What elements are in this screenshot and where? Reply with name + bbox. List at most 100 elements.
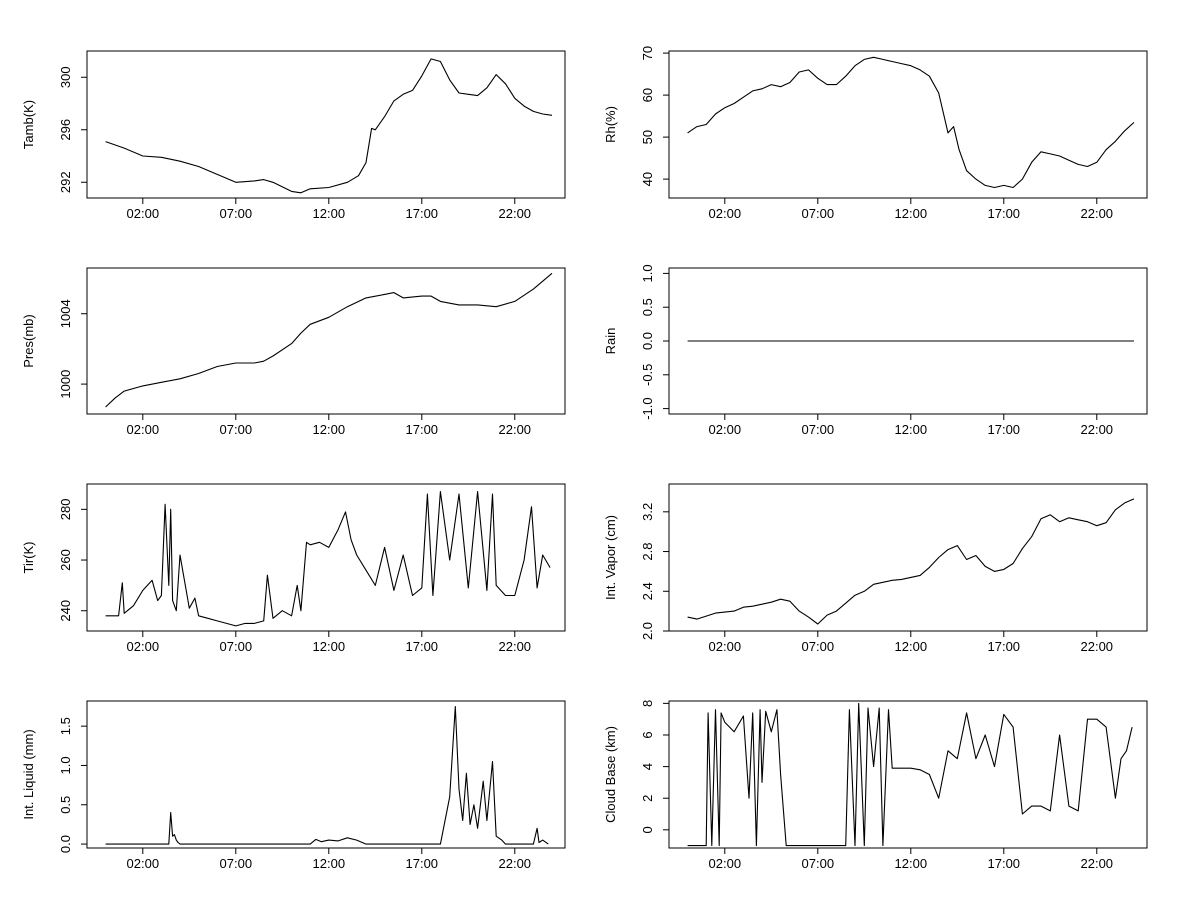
panel-rain: 02:00 07:00 12:00 17:00 22:00 -1.0 -0.5 0.0 0.5 1…: [603, 264, 1148, 437]
x-tick-label: 12:00: [313, 639, 346, 654]
y-tick-label: 8: [640, 700, 655, 707]
x-tick-label: 02:00: [709, 422, 742, 437]
panel-tir: 02:00 07:00 12:00 17:00 22:00 240 260 280 Tir(K): [21, 483, 566, 654]
x-tick-label: 17:00: [406, 422, 439, 437]
y-tick-label: 0: [640, 826, 655, 833]
y-tick-label: 0.5: [640, 298, 655, 316]
x-tick-label: 17:00: [406, 206, 439, 221]
x-tick-label: 12:00: [895, 206, 928, 221]
series-line: [687, 498, 1135, 625]
x-tick-label: 07:00: [220, 422, 253, 437]
plot-frame: [668, 483, 1148, 632]
x-tick-label: 12:00: [313, 206, 346, 221]
x-tick-label: 22:00: [499, 206, 532, 221]
x-tick-label: 22:00: [1081, 856, 1114, 871]
y-tick-label: 1.0: [58, 756, 73, 774]
y-tick-label: 1004: [58, 299, 73, 328]
y-tick-label: 6: [640, 731, 655, 738]
x-tick-label: 12:00: [313, 422, 346, 437]
x-tick-label: 02:00: [709, 206, 742, 221]
x-tick-label: 12:00: [313, 856, 346, 871]
panel-tamb: 02:00 07:00 12:00 17:00 22:00 292 296 300 Tamb(K…: [21, 50, 566, 221]
y-tick-label: -1.0: [640, 397, 655, 419]
series-line: [105, 491, 551, 627]
x-tick-label: 07:00: [802, 639, 835, 654]
panel-int-liquid: 02:00 07:00 12:00 17:00 22:00 0.0 0.5 1.0 1.5 Int…: [21, 700, 566, 871]
x-tick-label: 12:00: [895, 856, 928, 871]
x-tick-label: 02:00: [709, 856, 742, 871]
x-tick-label: 12:00: [895, 422, 928, 437]
y-tick-label: 300: [58, 66, 73, 88]
x-tick-label: 07:00: [802, 856, 835, 871]
panel-cloud-base: 02:00 07:00 12:00 17:00 22:00 0 2 4 6 8 Cloud Base…: [603, 700, 1148, 871]
x-tick-label: 12:00: [895, 639, 928, 654]
x-tick-label: 07:00: [220, 206, 253, 221]
x-tick-label: 17:00: [988, 422, 1021, 437]
y-tick-label: 2.8: [640, 543, 655, 561]
plot-frame: [86, 483, 566, 632]
y-tick-label: 2.0: [640, 622, 655, 640]
x-tick-label: 22:00: [1081, 422, 1114, 437]
x-tick-label: 22:00: [1081, 639, 1114, 654]
y-tick-label: 292: [58, 171, 73, 193]
y-axis-label: Cloud Base (km): [603, 726, 618, 823]
y-axis-label: Int. Vapor (cm): [603, 515, 618, 600]
x-tick-label: 07:00: [802, 206, 835, 221]
plot-frame: [86, 50, 566, 199]
y-tick-label: 296: [58, 119, 73, 141]
y-tick-label: 1.0: [640, 264, 655, 282]
y-tick-label: 1.5: [58, 717, 73, 735]
y-tick-label: 0.5: [58, 796, 73, 814]
series-line: [687, 56, 1135, 189]
y-tick-label: 4: [640, 763, 655, 770]
x-tick-label: 22:00: [1081, 206, 1114, 221]
y-axis-label: Pres(mb): [21, 314, 36, 367]
x-tick-label: 02:00: [127, 422, 160, 437]
x-tick-label: 17:00: [988, 206, 1021, 221]
panel-rh: 02:00 07:00 12:00 17:00 22:00 40 50 60 70 Rh(%): [603, 46, 1148, 221]
x-tick-label: 07:00: [802, 422, 835, 437]
plot-frame: [86, 267, 566, 415]
x-tick-label: 07:00: [220, 856, 253, 871]
y-tick-label: 50: [640, 130, 655, 144]
plot-frame: [668, 50, 1148, 199]
y-axis-label: Rain: [603, 328, 618, 355]
y-axis-label: Tir(K): [21, 541, 36, 573]
y-tick-label: 0.0: [58, 835, 73, 853]
y-tick-label: 40: [640, 172, 655, 186]
plot-frame: [668, 700, 1148, 849]
panel-pres: 02:00 07:00 12:00 17:00 22:00 1000 1004 Pres(mb…: [21, 267, 566, 437]
x-tick-label: 22:00: [499, 639, 532, 654]
y-axis-label: Int. Liquid (mm): [21, 729, 36, 819]
plot-frame: [86, 700, 566, 849]
x-tick-label: 17:00: [988, 639, 1021, 654]
y-tick-label: 0.0: [640, 332, 655, 350]
x-tick-label: 22:00: [499, 856, 532, 871]
x-tick-label: 02:00: [127, 856, 160, 871]
series-line: [105, 272, 553, 408]
x-tick-label: 07:00: [220, 639, 253, 654]
x-tick-label: 02:00: [127, 639, 160, 654]
y-tick-label: 2.4: [640, 582, 655, 600]
y-tick-label: 1000: [58, 370, 73, 399]
series-line: [105, 58, 553, 194]
panel-int-vapor: 02:00 07:00 12:00 17:00 22:00 2.0 2.4 2.8 3.2 Int…: [603, 483, 1148, 654]
x-tick-label: 02:00: [709, 639, 742, 654]
y-tick-label: 70: [640, 46, 655, 60]
y-tick-label: -0.5: [640, 364, 655, 386]
y-axis-label: Rh(%): [603, 106, 618, 143]
y-tick-label: 260: [58, 549, 73, 571]
x-tick-label: 17:00: [406, 856, 439, 871]
y-tick-label: 2: [640, 795, 655, 802]
series-line: [687, 702, 1133, 847]
x-tick-label: 17:00: [406, 639, 439, 654]
y-tick-label: 240: [58, 600, 73, 622]
y-tick-label: 280: [58, 498, 73, 520]
y-tick-label: 3.2: [640, 503, 655, 521]
y-axis-label: Tamb(K): [21, 100, 36, 149]
x-tick-label: 02:00: [127, 206, 160, 221]
x-tick-label: 22:00: [499, 422, 532, 437]
x-tick-label: 17:00: [988, 856, 1021, 871]
series-line: [105, 705, 549, 845]
